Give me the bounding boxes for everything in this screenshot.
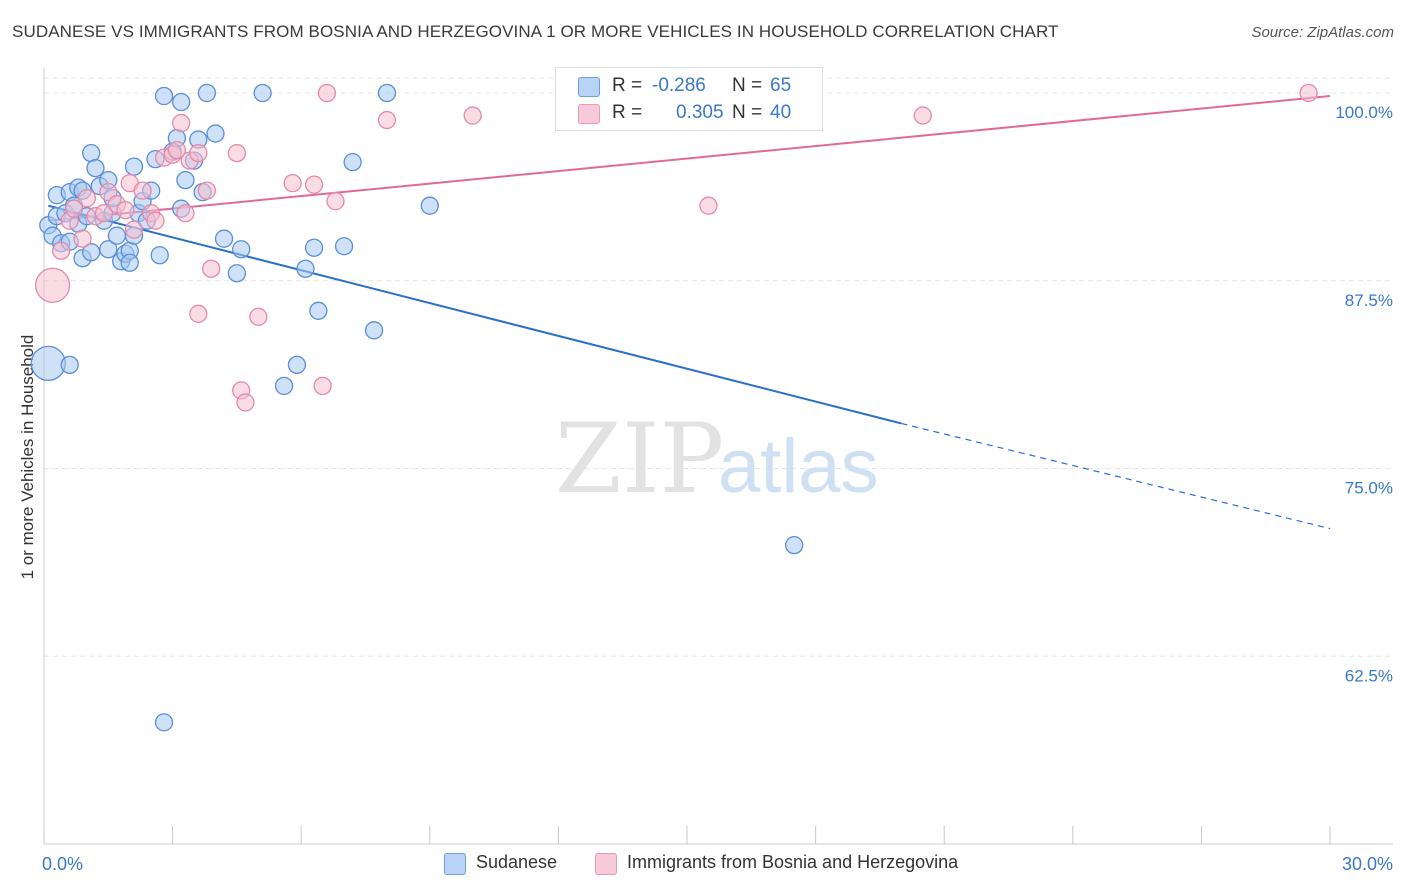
sudanese-trend-extension	[901, 422, 1331, 530]
pink-data-point	[236, 393, 255, 412]
y-tick-label: 100.0%	[1335, 103, 1393, 122]
legend-r-label: R =	[612, 102, 643, 123]
axes	[43, 68, 1393, 845]
legend-n-label: N =	[732, 75, 763, 96]
legend-r-value: 0.305	[676, 102, 724, 123]
bottom-legend-swatch-pink	[595, 853, 617, 875]
legend-n-value: 40	[770, 102, 792, 123]
blue-data-point	[82, 143, 101, 163]
source-label: Source: ZipAtlas.com	[1251, 24, 1394, 41]
pink-data-point	[304, 175, 324, 194]
pink-data-point	[313, 376, 332, 396]
pink-data-point	[317, 83, 337, 103]
pink-data-point	[51, 241, 71, 260]
blue-data-point	[99, 240, 118, 259]
blue-data-point	[785, 535, 804, 555]
pink-data-point	[176, 204, 195, 223]
trend-lines	[48, 95, 1331, 530]
pink-data-point	[146, 211, 165, 230]
watermark-zip: ZIP	[555, 403, 724, 515]
pink-data-point	[189, 304, 208, 323]
blue-data-point	[274, 376, 294, 396]
pink-data-point	[913, 106, 932, 125]
pink-data-point	[197, 181, 217, 200]
blue-data-point	[30, 345, 66, 382]
blue-data-point	[60, 355, 79, 375]
x-tick-label: 0.0%	[42, 854, 83, 874]
blue-data-point	[154, 86, 174, 106]
sudanese-trend-line	[48, 204, 902, 425]
blue-data-point	[197, 83, 217, 103]
blue-data-point	[377, 83, 397, 103]
blue-data-point	[309, 301, 328, 320]
blue-data-point	[364, 321, 384, 340]
bottom-legend-swatch-blue	[444, 853, 466, 875]
pink-data-point	[172, 113, 191, 133]
chart-title: SUDANESE VS IMMIGRANTS FROM BOSNIA AND H…	[12, 22, 1059, 41]
correlation-legend: R = -0.286 N = 65 R = 0.305 N = 40	[555, 67, 823, 131]
pink-data-point	[227, 143, 247, 163]
x-tick-label: 30.0%	[1342, 854, 1393, 874]
blue-data-point	[176, 170, 195, 190]
pink-data-point	[283, 173, 302, 193]
data-points	[30, 83, 1318, 732]
pink-data-point	[77, 189, 97, 208]
legend-swatch-blue	[578, 77, 600, 97]
pink-data-point	[64, 199, 84, 218]
pink-data-point	[124, 220, 144, 239]
blue-data-point	[214, 229, 234, 248]
blue-data-point	[154, 713, 174, 732]
pink-data-point	[189, 143, 208, 163]
blue-data-point	[296, 259, 315, 278]
bosnia-trend-line	[48, 95, 1331, 222]
blue-data-point	[227, 264, 247, 283]
blue-data-point	[120, 253, 139, 272]
pink-data-point	[377, 110, 397, 130]
legend-n-value: 65	[770, 75, 792, 96]
pink-data-point	[699, 196, 718, 215]
blue-data-point	[82, 243, 101, 262]
blue-data-point	[343, 152, 362, 172]
pink-data-point	[73, 229, 92, 248]
bottom-legend-label: Sudanese	[476, 852, 558, 872]
gridlines	[44, 77, 1394, 657]
tick-labels: 100.0% 87.5% 75.0% 62.5% 0.0% 30.0%	[42, 103, 1393, 874]
pink-data-point	[326, 192, 345, 211]
blue-data-point	[253, 83, 272, 103]
legend-r-value: -0.286	[652, 75, 706, 96]
bottom-legend-label: Immigrants from Bosnia and Herzegovina	[627, 852, 959, 872]
blue-data-point	[124, 157, 144, 176]
pink-data-point	[202, 259, 221, 278]
legend-r-label: R =	[612, 75, 643, 96]
pink-data-point	[34, 267, 71, 303]
pink-data-point	[463, 106, 482, 125]
legend-swatch-pink	[578, 104, 600, 124]
blue-data-point	[150, 246, 169, 265]
pink-data-point	[116, 201, 135, 220]
y-tick-label: 87.5%	[1345, 291, 1393, 310]
y-tick-label: 62.5%	[1345, 666, 1393, 685]
blue-data-point	[172, 92, 191, 112]
y-tick-label: 75.0%	[1345, 479, 1393, 498]
blue-data-point	[287, 355, 307, 375]
legend-n-label: N =	[732, 102, 763, 123]
watermark-atlas: atlas	[718, 424, 879, 509]
blue-data-point	[420, 196, 439, 215]
watermark: ZIP atlas	[555, 403, 879, 515]
pink-data-point	[1299, 83, 1318, 103]
pink-data-point	[94, 204, 114, 223]
blue-data-point	[232, 240, 251, 259]
pink-data-point	[249, 307, 268, 326]
blue-data-point	[107, 226, 127, 245]
pink-data-point	[167, 140, 187, 160]
blue-data-point	[86, 158, 105, 178]
blue-data-point	[334, 237, 354, 256]
pink-data-point	[133, 181, 152, 200]
blue-data-point	[304, 238, 324, 257]
blue-data-point	[206, 124, 225, 143]
